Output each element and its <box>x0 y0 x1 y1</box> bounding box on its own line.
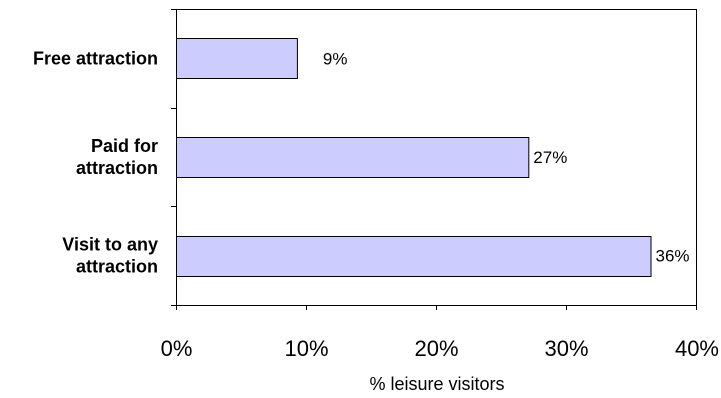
bar <box>176 137 530 178</box>
bar <box>176 38 298 79</box>
data-label: 9% <box>323 49 348 68</box>
x-axis-title: % leisure visitors <box>369 374 504 394</box>
category-label: Paid for attraction <box>76 136 158 178</box>
x-axis-ticks: 0% 10% 20% 30% 40% <box>161 305 719 361</box>
x-tick-label: 30% <box>544 336 588 361</box>
x-tick-label: 10% <box>284 336 328 361</box>
category-label: Visit to any attraction <box>62 235 158 277</box>
data-labels: 9% 27% 36% <box>323 49 690 265</box>
data-label: 36% <box>656 247 690 266</box>
category-label: Free attraction <box>33 48 158 68</box>
bar <box>176 236 652 277</box>
x-tick-label: 0% <box>161 336 193 361</box>
bars <box>176 38 652 277</box>
category-labels: Free attraction Paid for attraction Visit t… <box>33 48 158 276</box>
x-tick-label: 40% <box>675 336 719 361</box>
data-label: 27% <box>533 148 567 167</box>
x-tick-label: 20% <box>414 336 458 361</box>
